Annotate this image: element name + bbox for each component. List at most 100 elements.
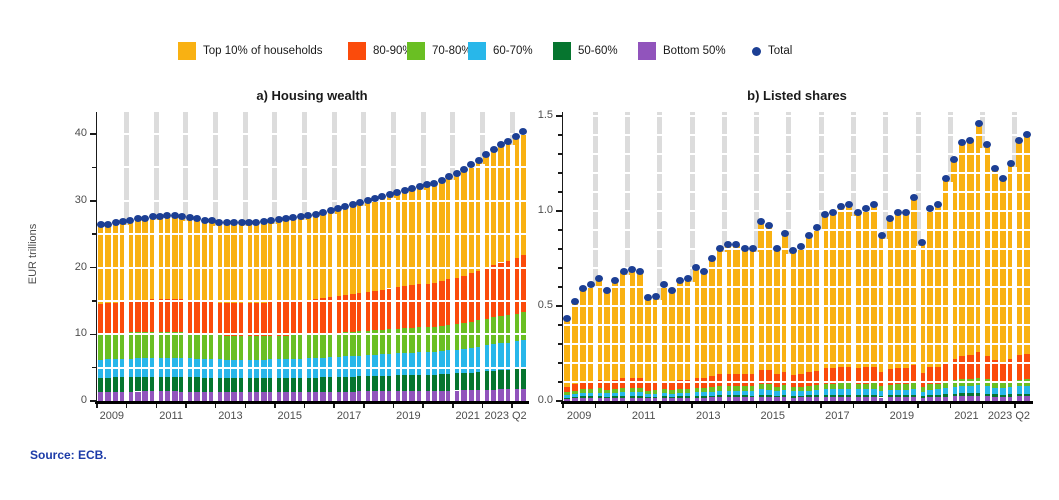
bar-segment xyxy=(717,386,724,392)
vertical-gridline-on-bars xyxy=(883,238,889,401)
bar-segment xyxy=(364,391,371,401)
bar-segment xyxy=(862,394,869,397)
bar-segment xyxy=(416,186,423,285)
bar-segment xyxy=(349,376,356,392)
bar-segment xyxy=(357,292,363,332)
total-dot xyxy=(918,239,927,247)
bar-segment xyxy=(919,373,926,388)
bar-segment xyxy=(596,279,603,380)
bar-segment xyxy=(335,376,341,392)
x-tick xyxy=(511,403,513,408)
bar-segment xyxy=(652,393,659,397)
bar-segment xyxy=(709,397,716,401)
bar-segment xyxy=(564,395,571,398)
bar-segment xyxy=(394,287,401,329)
bar-segment xyxy=(652,382,659,391)
bar-segment xyxy=(298,377,304,392)
total-dot xyxy=(659,281,668,289)
bar-segment xyxy=(134,377,141,392)
bar-segment xyxy=(97,391,104,401)
bar-segment xyxy=(513,389,519,401)
bar-segment xyxy=(246,303,252,337)
bar-segment xyxy=(483,267,489,319)
bar-segment xyxy=(951,396,958,401)
bar-segment xyxy=(349,293,356,332)
bar-segment xyxy=(179,391,186,401)
horizontal-gridline xyxy=(563,324,1031,326)
bar-segment xyxy=(798,391,805,396)
bar-segment xyxy=(335,391,341,401)
bar-segment xyxy=(438,374,445,391)
bar-segment xyxy=(253,222,260,303)
x-tick-label: 2013 xyxy=(218,410,243,422)
bar-segment xyxy=(709,387,716,392)
bar-segment xyxy=(1007,359,1014,382)
bar-segment xyxy=(424,374,430,391)
bar-segment xyxy=(216,391,223,401)
total-dot xyxy=(635,267,644,275)
bar-segment xyxy=(342,356,349,377)
bar-segment xyxy=(935,384,942,390)
bar-segment xyxy=(668,381,675,390)
bar-segment xyxy=(983,393,990,397)
bar-segment xyxy=(789,391,796,396)
bar-segment xyxy=(604,389,611,394)
y-axis-line xyxy=(561,112,563,404)
bar-segment xyxy=(157,216,163,300)
bar-segment xyxy=(959,393,966,396)
bar-segment xyxy=(305,334,312,359)
vertical-gridline-on-bars xyxy=(420,189,426,401)
bar-segment xyxy=(461,323,467,349)
total-dot xyxy=(772,245,781,252)
bar-segment xyxy=(725,390,732,396)
bar-segment xyxy=(870,383,877,389)
panel-b-title: b) Listed shares xyxy=(747,88,847,103)
bar-segment xyxy=(231,392,237,401)
total-dot xyxy=(178,212,187,220)
bar-segment xyxy=(999,362,1006,383)
bar-segment xyxy=(142,332,148,359)
bar-segment xyxy=(983,356,990,380)
bar-segment xyxy=(951,386,958,394)
bar-segment xyxy=(765,226,772,371)
bar-segment xyxy=(991,360,998,382)
bar-segment xyxy=(172,391,178,401)
bar-segment xyxy=(379,329,386,355)
bar-segment xyxy=(943,394,950,397)
bar-segment xyxy=(894,368,901,385)
bar-segment xyxy=(476,372,482,390)
bar-segment xyxy=(201,220,208,302)
bar-segment xyxy=(765,389,772,395)
bar-segment xyxy=(142,377,148,392)
x-tick xyxy=(562,403,564,408)
bar-segment xyxy=(312,377,319,392)
bar-segment xyxy=(298,391,304,401)
bar-segment xyxy=(312,214,319,299)
bar-segment xyxy=(604,398,611,401)
bar-segment xyxy=(676,393,684,397)
y-tick xyxy=(556,400,562,402)
y-tick xyxy=(92,300,96,302)
bar-segment xyxy=(676,380,684,390)
bar-segment xyxy=(320,212,326,298)
vertical-gridline-on-bars xyxy=(1012,166,1018,401)
bar-segment xyxy=(741,249,748,375)
bar-segment xyxy=(628,397,635,401)
total-dot xyxy=(740,245,749,252)
total-dot xyxy=(990,165,999,173)
horizontal-gridline xyxy=(563,210,1031,212)
bar-segment xyxy=(749,374,756,387)
bar-segment xyxy=(453,373,460,391)
bar-segment xyxy=(668,398,675,401)
legend-item-total: Total xyxy=(748,41,792,61)
bar-segment xyxy=(372,330,378,355)
bar-segment xyxy=(701,396,708,398)
bar-segment xyxy=(216,359,223,378)
legend-item-70-80: 70-80% xyxy=(407,41,472,61)
bar-segment xyxy=(951,393,958,397)
bar-segment xyxy=(564,319,571,387)
bar-segment xyxy=(216,335,223,360)
bar-segment xyxy=(446,279,452,326)
bar-segment xyxy=(327,391,334,401)
bar-segment xyxy=(364,376,371,392)
